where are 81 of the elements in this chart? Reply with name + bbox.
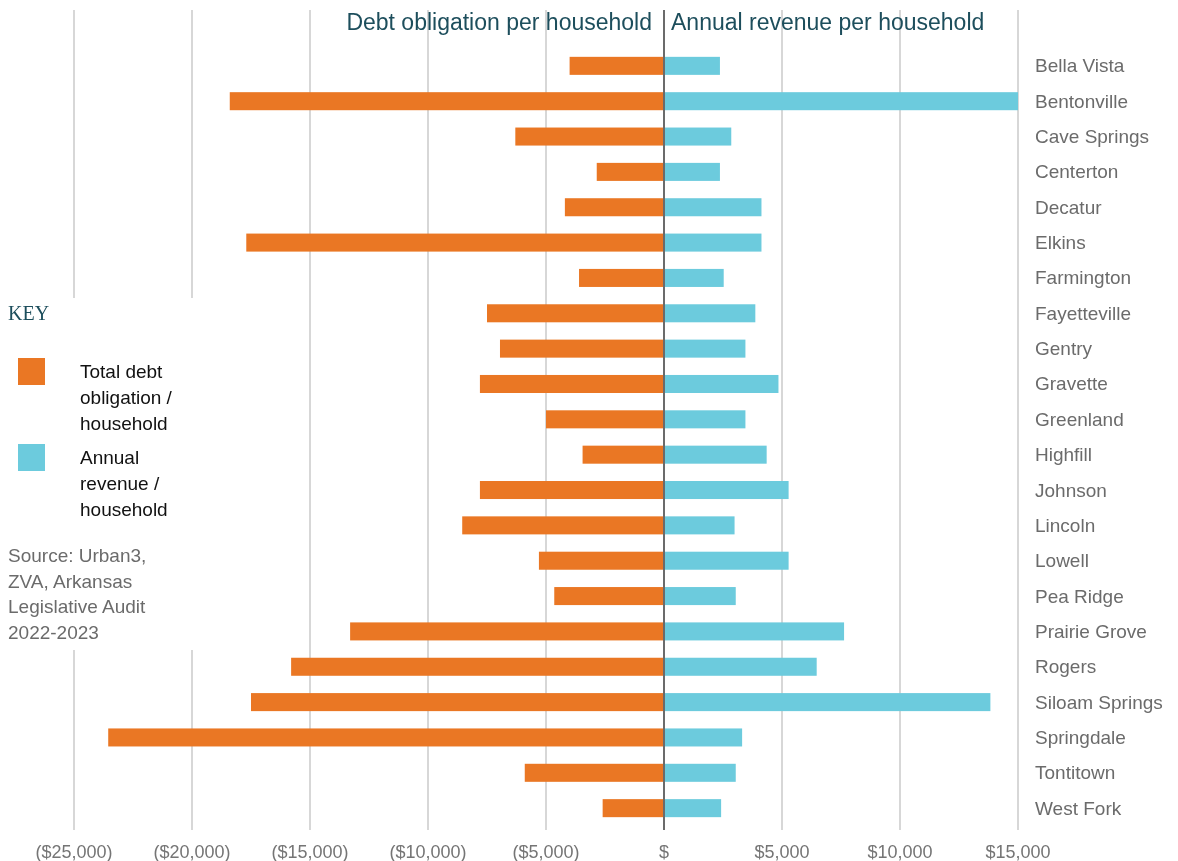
x-tick-label: ($10,000): [389, 842, 467, 861]
legend-label: Annual revenue / household: [80, 447, 168, 520]
bar: [664, 481, 789, 500]
text: Debt obligation per household: [346, 9, 652, 35]
bar: [462, 516, 664, 535]
x-tick-label: ($5,000): [512, 842, 580, 861]
y-tick-label: Lincoln: [1035, 514, 1096, 536]
bar: [664, 410, 746, 429]
y-tick-label: Tontitown: [1035, 762, 1116, 784]
y-tick-label: Fayetteville: [1035, 302, 1132, 324]
y-tick-label: Gravette: [1035, 373, 1108, 395]
annotation: Source: Urban3, ZVA, Arkansas Legislative Audit 2022-2023: [8, 545, 147, 643]
y-tick-label: Springdale: [1035, 726, 1126, 748]
bar: [479, 481, 664, 500]
y-tick-label: Decatur: [1035, 196, 1103, 218]
legend-title: KEY: [8, 302, 50, 324]
bar: [664, 551, 789, 570]
bar: [664, 693, 991, 712]
bar: [664, 763, 736, 782]
x-tick-label: $10,000: [867, 842, 933, 861]
bar: [515, 127, 664, 146]
bar: [524, 763, 664, 782]
y-tick-label: Johnson: [1035, 479, 1107, 501]
bar: [350, 622, 664, 641]
bar: [664, 92, 1018, 111]
bar: [602, 799, 664, 818]
x-tick-label: $5,000: [754, 842, 810, 861]
text: Annual revenue per household: [671, 9, 985, 35]
x-tick-label: $15,000: [985, 842, 1051, 861]
y-tick-label: Prairie Grove: [1035, 620, 1147, 642]
y-tick-label: Gentry: [1035, 338, 1093, 360]
bar: [554, 587, 664, 606]
x-tick-label: ($20,000): [153, 842, 231, 861]
y-tick-label: Rogers: [1035, 656, 1097, 678]
y-tick-label: Lowell: [1035, 550, 1089, 572]
y-tick-label: Centerton: [1035, 161, 1119, 183]
y-tick-label: Pea Ridge: [1035, 585, 1124, 607]
bar: [664, 445, 767, 464]
bar: [596, 162, 664, 181]
bar: [664, 233, 762, 252]
bar: [582, 445, 664, 464]
bar: [479, 374, 664, 393]
bar: [579, 268, 664, 287]
bar: [664, 374, 779, 393]
y-tick-label: Highfill: [1035, 444, 1093, 466]
y-tick-label: Siloam Springs: [1035, 691, 1163, 713]
bar: [664, 516, 735, 535]
x-tick-label: ($15,000): [271, 842, 349, 861]
bar: [664, 587, 736, 606]
bar: [251, 693, 664, 712]
bar: [108, 728, 664, 747]
bar: [246, 233, 664, 252]
x-tick-label: ($25,000): [35, 842, 113, 861]
bar: [538, 551, 664, 570]
bar: [664, 56, 720, 75]
bar: [546, 410, 664, 429]
bar: [664, 198, 762, 217]
x-tick-label: $: [658, 842, 670, 861]
bar: [291, 657, 664, 676]
bar: [664, 657, 817, 676]
bar: [664, 127, 732, 146]
bar: [664, 799, 722, 818]
bar: [664, 728, 743, 747]
y-tick-label: Farmington: [1035, 267, 1132, 289]
bar: [564, 198, 664, 217]
y-tick-label: Bella Vista: [1035, 55, 1125, 77]
y-tick-label: Bentonville: [1035, 90, 1128, 112]
bar: [664, 622, 845, 641]
bar: [664, 268, 724, 287]
bar: [499, 339, 664, 358]
y-tick-label: West Fork: [1035, 797, 1122, 819]
legend-label: Total debt obligation / household: [80, 361, 173, 434]
bar: [664, 339, 746, 358]
bar: [664, 162, 720, 181]
y-tick-label: Greenland: [1035, 408, 1124, 430]
y-tick-label: Elkins: [1035, 232, 1086, 254]
bar: [569, 56, 664, 75]
bar: [664, 304, 756, 323]
y-tick-label: Cave Springs: [1035, 126, 1150, 148]
bar: [487, 304, 664, 323]
bar: [229, 92, 664, 111]
